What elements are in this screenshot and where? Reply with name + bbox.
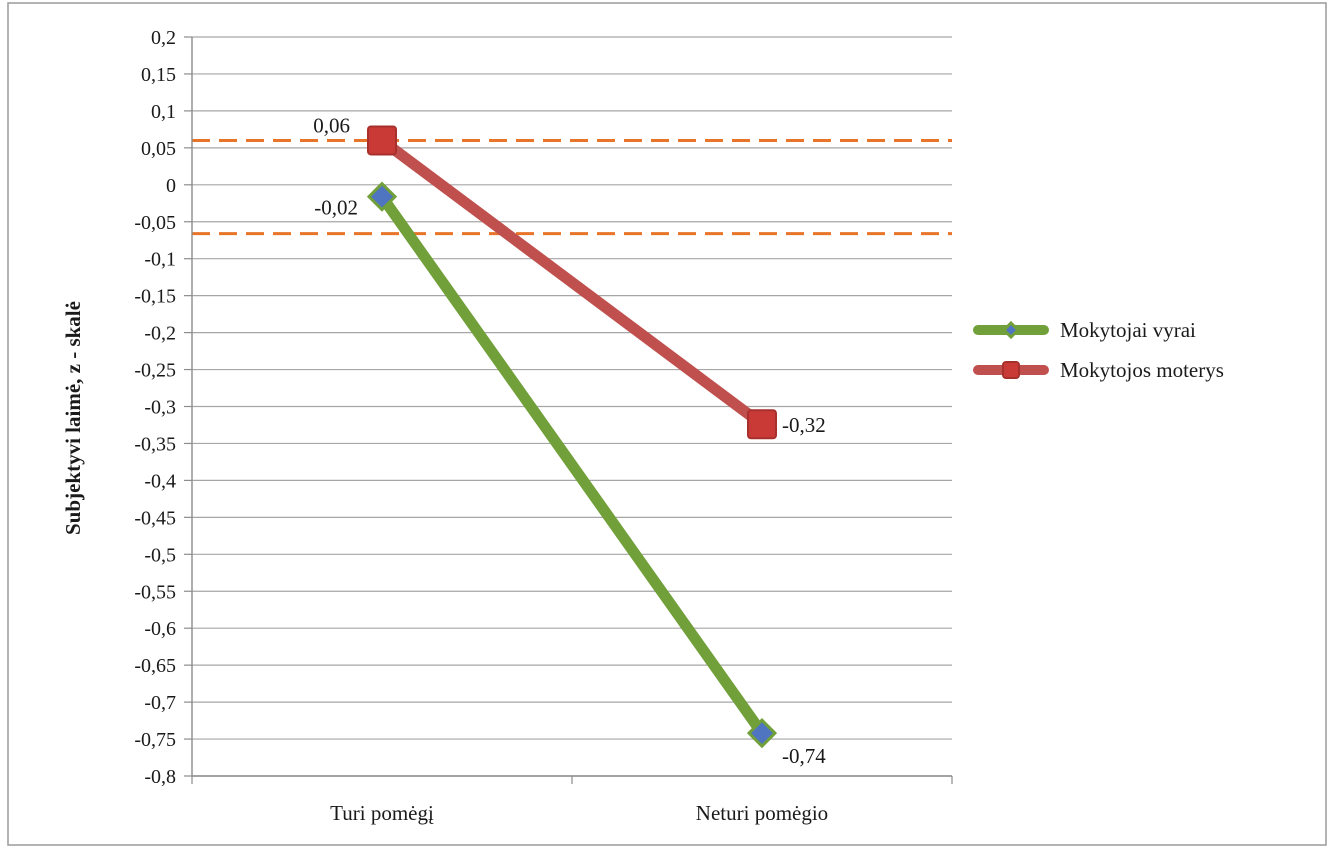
y-tick-label: 0,05: [141, 138, 176, 160]
y-tick-label: 0,15: [141, 64, 176, 86]
y-tick-label: -0,15: [134, 286, 176, 308]
series-line: [376, 191, 768, 739]
data-point-diamond: [366, 181, 398, 212]
y-tick-label: -0,65: [134, 655, 176, 677]
data-label: -0,02: [314, 196, 358, 220]
y-tick-label: -0,35: [134, 433, 176, 455]
y-tick-label: -0,55: [134, 581, 176, 603]
y-tick-label: -0,2: [144, 323, 176, 345]
y-tick-label: -0,1: [144, 249, 176, 271]
y-tick-label: -0,4: [144, 470, 176, 492]
y-tick-label: -0,7: [144, 692, 176, 714]
y-tick-label: -0,25: [134, 360, 176, 382]
y-tick-label: -0,05: [134, 212, 176, 234]
y-tick-label: -0,6: [144, 618, 176, 640]
y-tick-label: 0,1: [151, 101, 176, 123]
y-tick-label: 0,2: [151, 27, 176, 49]
x-category-label: Turi pomėgį: [330, 801, 434, 825]
y-tick-label: -0,5: [144, 544, 176, 566]
y-tick-label: -0,45: [134, 507, 176, 529]
y-tick-label: -0,8: [144, 766, 176, 788]
x-category-label: Neturi pomėgio: [696, 801, 828, 825]
data-label: -0,74: [782, 744, 826, 768]
data-point-square: [747, 409, 777, 440]
y-axis-title: Subjektyvi laimė, z - skalė: [61, 301, 85, 535]
data-label: -0,32: [782, 413, 826, 437]
y-tick-label: -0,3: [144, 397, 176, 419]
data-label: 0,06: [313, 113, 350, 137]
data-point-square: [367, 125, 397, 156]
data-point-diamond: [746, 718, 778, 749]
data-point-diamond: [1001, 320, 1021, 340]
chart-frame: [7, 2, 1327, 846]
series-line: [376, 134, 768, 430]
y-tick-label: 0: [166, 175, 176, 197]
legend-label: Mokytojai vyrai: [1060, 318, 1196, 342]
y-tick-label: -0,75: [134, 729, 176, 751]
data-point-square: [1002, 361, 1020, 379]
legend-label: Mokytojos moterys: [1060, 358, 1224, 382]
